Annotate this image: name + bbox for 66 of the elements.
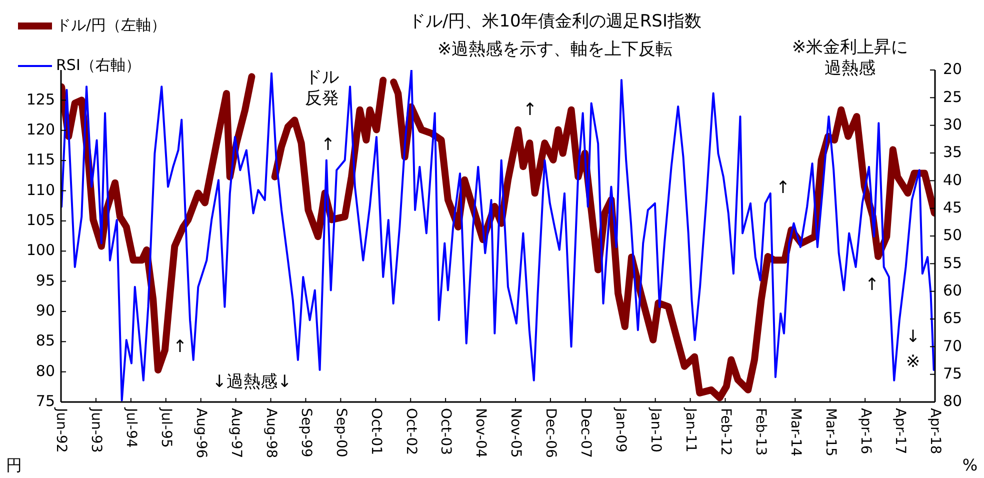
x-tick-label: Feb-13 — [752, 408, 768, 456]
y2-tick-label: 50 — [943, 226, 962, 244]
y-tick-label: 85 — [36, 332, 55, 350]
x-tick-label: Apr-18 — [927, 408, 944, 454]
x-tick-label: Mar-14 — [787, 408, 804, 456]
y2-tick-label: 35 — [943, 143, 962, 162]
annotation: ↑ — [776, 178, 790, 198]
y-tick-label: 120 — [26, 120, 55, 138]
x-tick-label: Nov-05 — [508, 408, 524, 458]
y-tick-label: 105 — [26, 211, 55, 230]
x-tick-label: Jul-94 — [123, 407, 140, 448]
y2-tick-label: 80 — [943, 392, 962, 410]
y2-tick-label: 55 — [943, 254, 962, 272]
y-tick-label: 100 — [26, 241, 55, 260]
annotation: ↑ — [522, 100, 538, 120]
annotation: ドル反発 — [305, 67, 339, 108]
x-tick-label: Aug-98 — [262, 408, 279, 458]
x-tick-label: Oct-01 — [368, 408, 384, 456]
annotation: ↑ — [320, 134, 336, 155]
y2-tick-label: 40 — [943, 170, 962, 189]
x-tick-label: Nov-04 — [472, 408, 489, 458]
y-tick-label: 80 — [36, 362, 55, 380]
x-tick-label: Apr-17 — [892, 408, 908, 454]
y-tick-label: 95 — [36, 271, 55, 290]
y2-tick-label: 70 — [943, 336, 962, 355]
x-tick-label: Sep-99 — [298, 408, 314, 458]
y-tick-label: 75 — [36, 392, 55, 410]
y2-tick-label: 45 — [943, 198, 962, 216]
x-tick-label: Jul-95 — [158, 407, 174, 448]
annotation: ↓過熱感↓ — [212, 372, 292, 392]
annotation: ※ — [906, 352, 920, 372]
y-tick-label: 90 — [36, 302, 55, 320]
y-tick-label: 110 — [26, 180, 55, 199]
annotation: ↓ — [906, 326, 920, 347]
chart-title: ドル/円、米10年債金利の週足RSI指数 — [408, 12, 702, 32]
y2-tick-label: 65 — [943, 309, 962, 328]
x-tick-label: Jan-09 — [612, 407, 629, 452]
annotation: ※米金利上昇に過熱感 — [792, 37, 908, 78]
x-tick-label: Aug-96 — [193, 408, 210, 458]
y2-tick-label: 25 — [943, 88, 962, 106]
y2-axis-title: % — [962, 455, 978, 474]
x-tick-label: Feb-12 — [717, 408, 734, 456]
x-tick-label: Jun-92 — [53, 407, 70, 453]
x-tick-label: Aug-97 — [228, 408, 244, 458]
y-axis-title: 円 — [6, 455, 22, 474]
x-tick-label: Oct-02 — [402, 408, 419, 456]
chart-subtitle: ※過熱感を示す、軸を上下反転 — [437, 40, 673, 60]
x-tick-label: Jan-10 — [647, 407, 664, 452]
legend-label: RSI（右軸） — [56, 56, 140, 74]
x-tick-label: Jan-11 — [682, 407, 698, 452]
annotation: ↑ — [864, 274, 880, 295]
x-tick-label: Mar-15 — [822, 408, 838, 456]
x-tick-label: Oct-03 — [438, 408, 454, 456]
y2-tick-label: 20 — [943, 60, 962, 78]
x-tick-label: Dec-06 — [542, 408, 559, 458]
y-tick-label: 125 — [26, 90, 55, 108]
y-tick-label: 115 — [26, 150, 55, 169]
y2-tick-label: 60 — [943, 281, 962, 300]
x-tick-label: Jun-93 — [88, 407, 104, 453]
annotation: ↑ — [172, 336, 188, 357]
y2-tick-label: 75 — [943, 364, 962, 382]
legend-label: ドル/円（左軸） — [56, 16, 166, 34]
x-tick-label: Dec-07 — [578, 408, 594, 458]
x-tick-label: Apr-16 — [857, 408, 874, 454]
y2-tick-label: 30 — [943, 115, 962, 134]
x-tick-label: Sep-00 — [332, 408, 349, 458]
